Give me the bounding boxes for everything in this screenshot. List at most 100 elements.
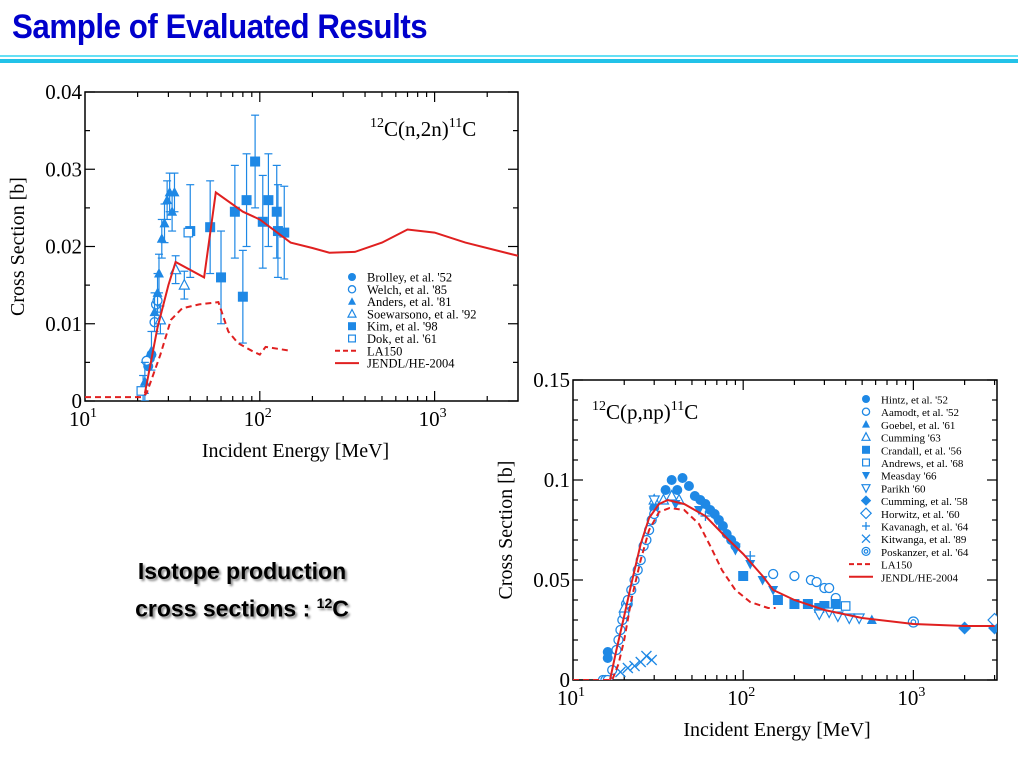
bullseye-outer <box>907 616 919 628</box>
reaction-title: 12C(p,np)11C <box>592 399 698 424</box>
y-axis-label: Cross Section [b] <box>495 461 517 600</box>
x-tick-exp: 2 <box>748 685 755 700</box>
legend-marker <box>862 472 870 480</box>
reaction-title: 12C(n,2n)11C <box>370 116 476 141</box>
plot-area <box>85 114 518 401</box>
data-point <box>660 485 671 495</box>
plot-frame <box>572 379 998 681</box>
title-superscript: 12 <box>592 399 606 414</box>
x-axis-label: Incident Energy [MeV] <box>683 719 870 741</box>
data-point <box>824 582 835 594</box>
data-point <box>789 570 800 582</box>
series-la150 <box>573 506 776 680</box>
y-tick-label: 0.02 <box>45 235 82 259</box>
x-tick-label: 101 <box>69 406 97 431</box>
y-tick-label: 0.04 <box>45 80 82 104</box>
y-tick-label: 0.01 <box>45 312 82 336</box>
legend-marker <box>861 458 870 467</box>
legend-label: JENDL/HE-2004 <box>367 357 455 371</box>
data-point <box>272 226 283 237</box>
title-text: C(n,2n) <box>384 117 449 141</box>
data-point <box>738 571 749 581</box>
series-measday-66 <box>670 500 779 596</box>
series-jendl-he-2004 <box>609 498 995 680</box>
x-tick-base: 10 <box>419 407 440 431</box>
data-point <box>745 551 756 561</box>
cross-b <box>646 654 658 666</box>
data-point <box>250 156 261 167</box>
x-tick-label: 103 <box>419 406 447 431</box>
cross-b <box>640 650 652 662</box>
legend-marker <box>862 420 870 428</box>
data-point <box>646 654 658 666</box>
x-tick-exp: 1 <box>578 685 585 700</box>
cross-b <box>861 534 871 544</box>
data-point <box>216 272 227 283</box>
data-point <box>717 521 728 531</box>
legend-label: Welch, et al. '85 <box>367 283 447 297</box>
legend-label: Brolley, et al. '52 <box>367 271 452 285</box>
curve-line <box>143 190 518 394</box>
x-tick-label: 102 <box>244 406 272 431</box>
data-point <box>648 495 661 507</box>
curve-line <box>85 301 291 399</box>
legend-marker <box>861 546 871 557</box>
y-tick-label: 0 <box>560 668 571 692</box>
data-point <box>263 195 274 206</box>
data-point <box>183 227 194 238</box>
title-superscript: 11 <box>449 116 462 131</box>
y-tick-label: 0.15 <box>533 368 570 392</box>
series-horwitz-et-al-60 <box>987 612 997 628</box>
data-point <box>149 306 160 317</box>
data-point <box>907 616 919 628</box>
legend-marker <box>862 395 870 403</box>
data-point <box>987 612 997 628</box>
legend-label: Andrews, et al. '68 <box>881 458 964 470</box>
title-text: C <box>684 400 698 424</box>
legend-marker <box>348 273 356 281</box>
data-point <box>694 506 705 516</box>
caption-line2-text: cross sections : <box>135 595 317 622</box>
data-point <box>146 345 157 355</box>
x-tick-base: 10 <box>244 407 265 431</box>
data-point <box>683 481 694 491</box>
legend-marker <box>347 285 357 294</box>
data-point <box>772 595 783 605</box>
data-point <box>666 475 677 485</box>
x-tick-base: 10 <box>727 686 748 710</box>
data-point <box>830 599 841 609</box>
data-point <box>811 576 822 588</box>
data-point <box>167 206 178 216</box>
x-tick-exp: 3 <box>440 406 447 421</box>
data-point <box>279 227 290 238</box>
legend-label: LA150 <box>367 344 402 358</box>
plot-area <box>573 473 997 680</box>
x-tick-exp: 1 <box>90 406 97 421</box>
legend-marker <box>347 308 357 318</box>
x-tick-label: 101 <box>557 685 585 710</box>
cross-b <box>614 666 626 678</box>
legend-marker <box>862 522 870 530</box>
data-point <box>241 195 252 206</box>
legend-label: Cumming, et al. '58 <box>881 496 968 508</box>
x-tick-base: 10 <box>897 686 918 710</box>
legend-marker <box>862 445 870 454</box>
series-jendl-he-2004 <box>143 190 518 394</box>
data-point <box>271 206 282 217</box>
data-point <box>153 268 164 278</box>
legend-marker <box>348 334 357 343</box>
data-point <box>840 601 851 611</box>
legend-label: Parikh '60 <box>881 483 926 495</box>
data-point <box>622 662 634 674</box>
x-tick-exp: 3 <box>918 685 925 700</box>
x-axis-label: Incident Energy [MeV] <box>202 440 389 462</box>
data-point <box>152 287 163 297</box>
legend-marker <box>861 484 871 494</box>
legend-marker <box>861 407 871 416</box>
legend-marker <box>859 507 873 520</box>
data-point <box>819 601 830 611</box>
cross-b <box>622 662 634 674</box>
